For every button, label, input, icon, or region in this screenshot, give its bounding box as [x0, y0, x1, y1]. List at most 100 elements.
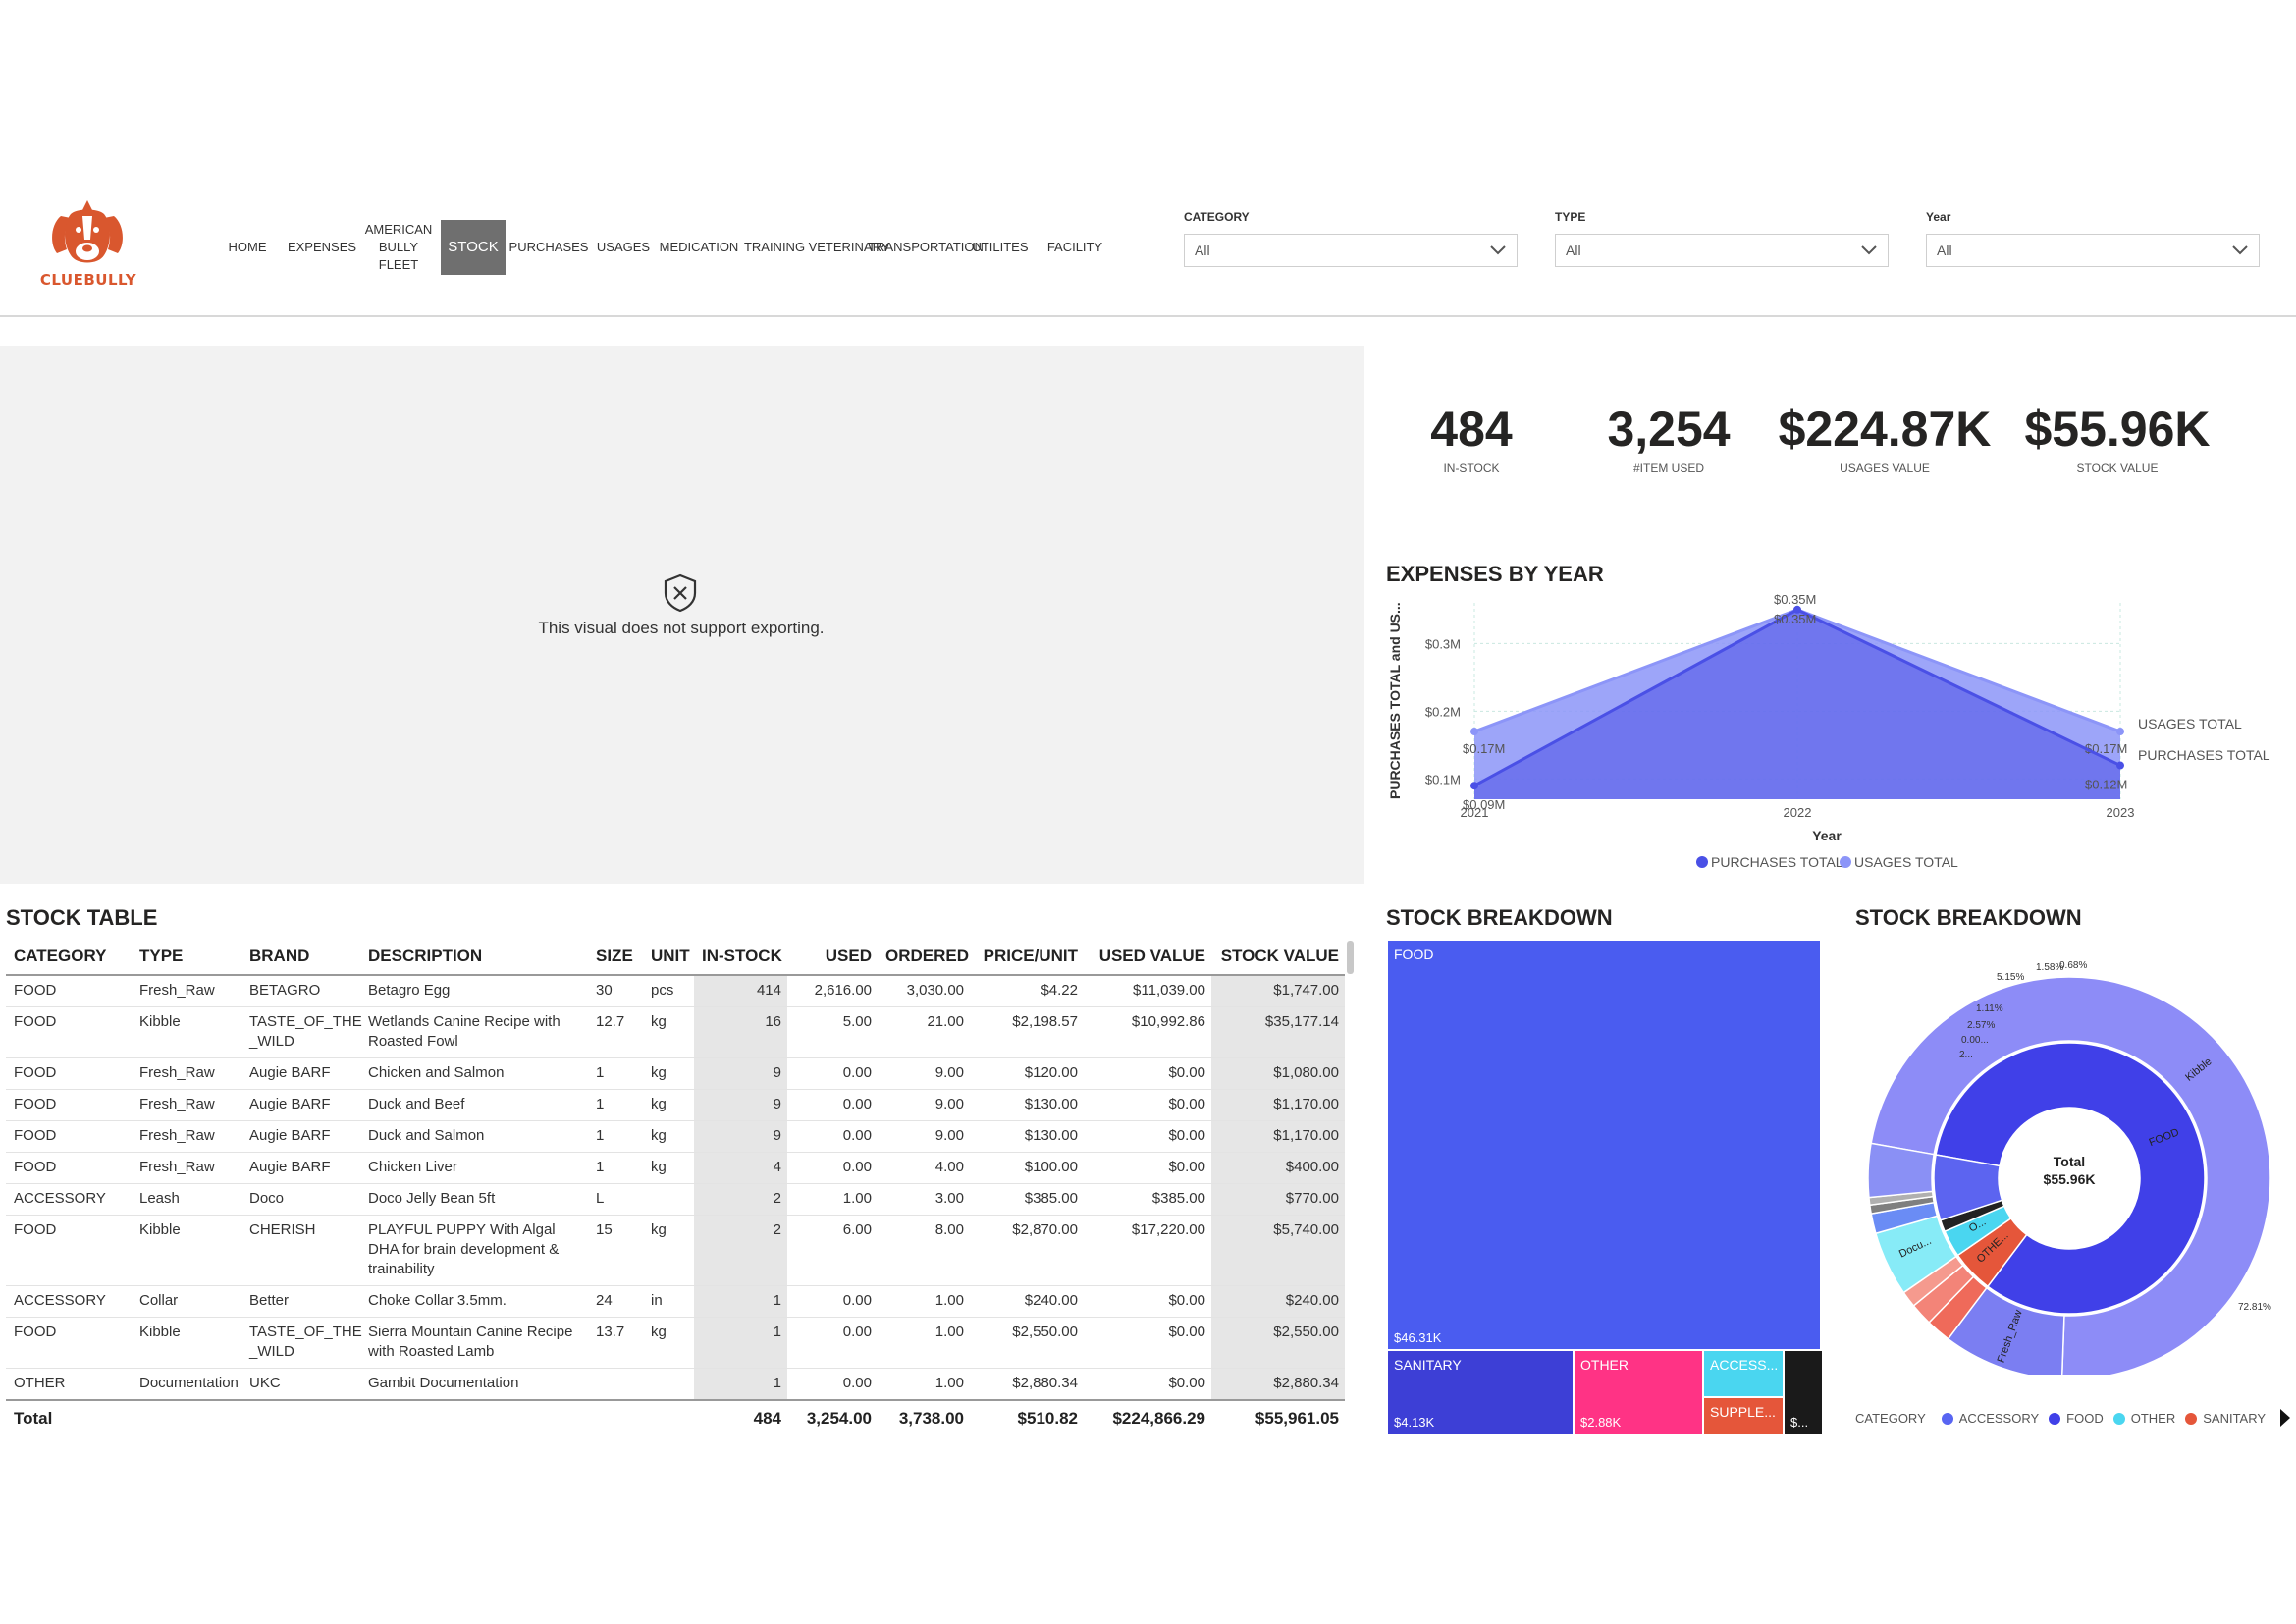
table-cell: Kibble	[132, 1317, 241, 1369]
table-cell: Kibble	[132, 1006, 241, 1058]
legend-label[interactable]: USAGES TOTAL	[1854, 854, 1958, 870]
data-point[interactable]	[1793, 605, 1801, 614]
treemap-tile[interactable]: ACCESS...	[1704, 1351, 1783, 1396]
table-row[interactable]: FOOD Fresh_Raw Augie BARF Duck and Beef 1 kg 9…	[6, 1089, 1345, 1121]
sunburst-inner-segment[interactable]	[1933, 1154, 2003, 1221]
column-header-unit[interactable]: UNIT	[643, 941, 694, 976]
sunburst-title: STOCK BREAKDOWN	[1855, 905, 2082, 930]
table-cell: ACCESSORY	[6, 1183, 132, 1216]
table-row[interactable]: FOOD Fresh_Raw BETAGRO Betagro Egg 30 pcs 414 2…	[6, 975, 1345, 1007]
nav-tab-home[interactable]: HOME	[228, 240, 267, 254]
slicer-dropdown-category[interactable]: All	[1184, 234, 1518, 267]
x-tick-label: 2021	[1461, 805, 1489, 820]
table-cell: $2,880.34	[1211, 1368, 1345, 1401]
table-cell: $0.00	[1084, 1120, 1211, 1153]
total-cell: $224,866.29	[1084, 1399, 1211, 1435]
nav-tab-facility[interactable]: FACILITY	[1046, 240, 1103, 254]
table-cell: 0.00	[787, 1317, 878, 1369]
table-cell: Fresh_Raw	[132, 975, 241, 1007]
data-point[interactable]	[1470, 728, 1478, 736]
table-row[interactable]: OTHER Documentation UKC Gambit Documentatio…	[6, 1368, 1345, 1401]
treemap-tile-name: ACCESS...	[1710, 1357, 1779, 1373]
nav-tab-veterinary[interactable]: VETERINARY	[808, 240, 890, 254]
treemap-tile[interactable]: $...	[1785, 1351, 1822, 1434]
legend-item-food[interactable]: FOOD	[2066, 1411, 2104, 1426]
table-cell: Documentation	[132, 1368, 241, 1401]
legend-marker	[1840, 856, 1851, 868]
table-cell: $5,740.00	[1211, 1215, 1345, 1286]
stock-breakdown-sunburst[interactable]: KibbleFresh_RawDocu...FOODOTHE...O...72.…	[1845, 943, 2277, 1375]
slicer-label-type: TYPE	[1555, 210, 1586, 224]
table-cell: Augie BARF	[241, 1057, 360, 1090]
data-point[interactable]	[2116, 761, 2124, 770]
table-row[interactable]: FOOD Fresh_Raw Augie BARF Chicken Liver 1 kg 4…	[6, 1152, 1345, 1184]
table-cell: 4	[694, 1152, 787, 1184]
data-point[interactable]	[2116, 728, 2124, 736]
data-point[interactable]	[1470, 782, 1478, 790]
column-header-description[interactable]: DESCRIPTION	[360, 941, 588, 976]
legend-item-sanitary[interactable]: SANITARY	[2203, 1411, 2267, 1426]
table-cell: 3,030.00	[878, 975, 970, 1007]
slicer-value: All	[1195, 243, 1210, 258]
sunburst-outer-segment[interactable]	[1870, 976, 2271, 1375]
table-row[interactable]: FOOD Fresh_Raw Augie BARF Chicken and Salmo…	[6, 1057, 1345, 1090]
next-page-arrow-icon[interactable]	[2279, 1408, 2291, 1428]
table-row[interactable]: FOOD Fresh_Raw Augie BARF Duck and Salmon 1 k…	[6, 1120, 1345, 1153]
nav-tab-stock[interactable]: STOCK	[441, 220, 506, 275]
treemap-tile[interactable]: SANITARY $4.13K	[1388, 1351, 1573, 1434]
table-row[interactable]: FOOD Kibble TASTE_OF_THE _WILD Sierra Mount…	[6, 1317, 1345, 1369]
legend-item-accessory[interactable]: ACCESSORY	[1958, 1411, 2040, 1426]
table-cell: Chicken Liver	[360, 1152, 588, 1184]
treemap-tile[interactable]: OTHER $2.88K	[1575, 1351, 1702, 1434]
table-cell: 16	[694, 1006, 787, 1058]
table-cell: UKC	[241, 1368, 360, 1401]
slicer-dropdown-year[interactable]: All	[1926, 234, 2260, 267]
nav-tab-utilites[interactable]: UTILITES	[972, 240, 1029, 254]
nav-tab-transportation[interactable]: TRANSPORTATION	[868, 240, 984, 254]
table-row[interactable]: FOOD Kibble TASTE_OF_THE _WILD Wetlands Can…	[6, 1006, 1345, 1058]
column-header-used[interactable]: USED	[787, 941, 878, 976]
legend-label[interactable]: PURCHASES TOTAL	[1711, 854, 1843, 870]
table-cell	[588, 1368, 643, 1401]
data-label: $0.35M	[1774, 612, 1816, 626]
table-row[interactable]: ACCESSORY Collar Better Choke Collar 3.5mm.…	[6, 1285, 1345, 1318]
column-header-brand[interactable]: BRAND	[241, 941, 360, 976]
column-header-stock-value[interactable]: STOCK VALUE	[1211, 941, 1345, 976]
treemap-tile[interactable]: SUPPLE...	[1704, 1398, 1783, 1434]
column-header-price-unit[interactable]: PRICE/UNIT	[970, 941, 1084, 976]
table-cell: $1,170.00	[1211, 1089, 1345, 1121]
nav-tab-training[interactable]: TRAINING	[743, 240, 806, 254]
table-scrollbar[interactable]	[1347, 941, 1354, 974]
nav-tab-expenses[interactable]: EXPENSES	[287, 240, 357, 254]
nav-tab-usages[interactable]: USAGES	[596, 240, 651, 254]
nav-tab-american-bully-fleet[interactable]: AMERICAN BULLY FLEET	[364, 222, 433, 272]
treemap-tile-value: $46.31K	[1394, 1330, 1442, 1345]
column-header-ordered[interactable]: ORDERED	[878, 941, 970, 976]
table-cell: $2,198.57	[970, 1006, 1084, 1058]
x-tick-label: 2022	[1784, 805, 1812, 820]
legend-item-other[interactable]: OTHER	[2130, 1411, 2176, 1426]
area-purchases-total[interactable]	[1474, 609, 2120, 799]
table-row[interactable]: FOOD Kibble CHERISH PLAYFUL PUPPY With Alga…	[6, 1215, 1345, 1286]
center-total-label: Total	[2053, 1154, 2086, 1169]
treemap-tile[interactable]: FOOD $46.31K	[1388, 941, 1820, 1349]
sunburst-inner-segment[interactable]	[1935, 1042, 2206, 1315]
table-cell: $770.00	[1211, 1183, 1345, 1216]
column-header-category[interactable]: CATEGORY	[6, 941, 132, 976]
unsupported-visual-message: This visual does not support exporting.	[538, 619, 825, 637]
slicer-dropdown-type[interactable]: All	[1555, 234, 1889, 267]
column-header-used-value[interactable]: USED VALUE	[1084, 941, 1211, 976]
table-cell: Fresh_Raw	[132, 1152, 241, 1184]
stock-table: CATEGORY TYPE BRAND DESCRIPTION SIZE UNIT IN-S…	[6, 941, 1345, 1435]
expenses-by-year-chart[interactable]: $0.1M $0.2M $0.3M 2021 2022 2023 $0.17M $0.35M $…	[1382, 589, 2285, 884]
column-header-size[interactable]: SIZE	[588, 941, 643, 976]
table-cell: Leash	[132, 1183, 241, 1216]
table-cell: CHERISH	[241, 1215, 360, 1286]
table-row[interactable]: ACCESSORY Leash Doco Doco Jelly Bean 5ft L 2 1…	[6, 1183, 1345, 1216]
data-label: $0.12M	[2085, 778, 2127, 792]
column-header-type[interactable]: TYPE	[132, 941, 241, 976]
sunburst-outer-segment[interactable]	[1867, 1142, 1935, 1199]
nav-tab-purchases[interactable]: PURCHASES	[508, 240, 589, 254]
column-header-in-stock[interactable]: IN-STOCK	[694, 941, 787, 976]
nav-tab-medication[interactable]: MEDICATION	[659, 240, 739, 254]
